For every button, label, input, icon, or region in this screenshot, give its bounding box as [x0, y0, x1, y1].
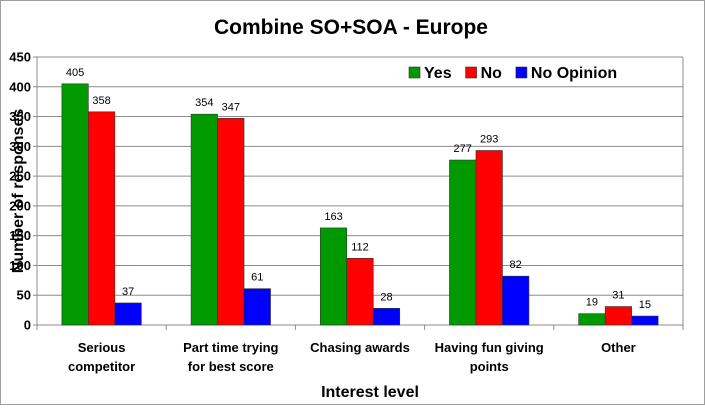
bar-no-0 [88, 111, 116, 326]
y-tick-label: 200 [9, 198, 31, 213]
category-label: Having fun giving [435, 340, 544, 355]
legend-swatch-no [465, 66, 477, 79]
category-label: Other [601, 340, 636, 355]
category-labels: Serious competitor Part time trying for bes… [68, 340, 636, 374]
y-tick-label: 250 [9, 169, 31, 184]
legend-label: Yes [424, 65, 452, 82]
data-label: 293 [480, 134, 498, 146]
y-axis-title: Number of responses [10, 109, 27, 274]
bar-no-opinion-1 [243, 288, 271, 326]
bars [61, 83, 659, 326]
data-label: 31 [612, 290, 624, 302]
category-label: points [470, 359, 509, 374]
data-label: 112 [351, 241, 369, 253]
data-label: 358 [92, 95, 110, 107]
chart-title: Combine SO+SOA - Europe [214, 16, 488, 39]
data-label: 354 [195, 97, 213, 109]
legend-swatch-yes [408, 66, 421, 79]
bar-no-opinion-3 [502, 275, 530, 326]
y-tick-label: 50 [17, 288, 31, 303]
bar-no-4 [604, 306, 632, 326]
y-tick-label: 0 [24, 318, 31, 333]
legend-swatch-no-opinion [515, 66, 528, 79]
data-label: 28 [380, 291, 392, 303]
bar-no-3 [475, 150, 503, 326]
data-labels: 405 358 37 354 347 61 163 112 28 277 293 82 19 31 15 [66, 67, 651, 311]
data-label: 405 [66, 67, 84, 79]
bar-no-opinion-2 [372, 308, 401, 326]
bar-no-1 [217, 118, 245, 326]
category-label: Serious [78, 340, 126, 355]
data-label: 61 [251, 272, 263, 284]
y-tick-label: 350 [9, 109, 31, 124]
x-axis-title: Interest level [321, 384, 419, 401]
category-label: Chasing awards [310, 340, 410, 355]
y-tick-label: 400 [9, 79, 31, 94]
data-label: 163 [324, 211, 342, 223]
data-label: 347 [222, 101, 240, 113]
y-tick-label: 300 [9, 139, 31, 154]
y-tick-label: 100 [9, 258, 31, 273]
data-label: 15 [639, 299, 651, 311]
data-label: 277 [454, 143, 472, 155]
bar-no-2 [346, 257, 374, 326]
axes: 0 50 100 150 200 250 300 350 400 450 [9, 50, 684, 333]
category-label: for best score [188, 359, 274, 374]
category-label: Part time trying [183, 340, 278, 355]
bar-yes-1 [190, 113, 218, 326]
bar-no-opinion-4 [631, 315, 659, 326]
bar-yes-2 [319, 227, 348, 326]
bar-no-opinion-0 [114, 302, 142, 326]
legend-label: No Opinion [531, 65, 617, 82]
bar-yes-3 [449, 159, 477, 326]
y-tick-label: 150 [9, 228, 31, 243]
data-label: 82 [510, 259, 522, 271]
bar-yes-4 [578, 313, 606, 326]
category-label: competitor [68, 359, 135, 374]
y-tick-label: 450 [9, 50, 31, 65]
data-label: 19 [586, 297, 598, 309]
bar-yes-0 [61, 83, 89, 326]
legend: Yes No No Opinion [408, 65, 617, 82]
data-label: 37 [122, 286, 134, 298]
legend-label: No [481, 65, 503, 82]
